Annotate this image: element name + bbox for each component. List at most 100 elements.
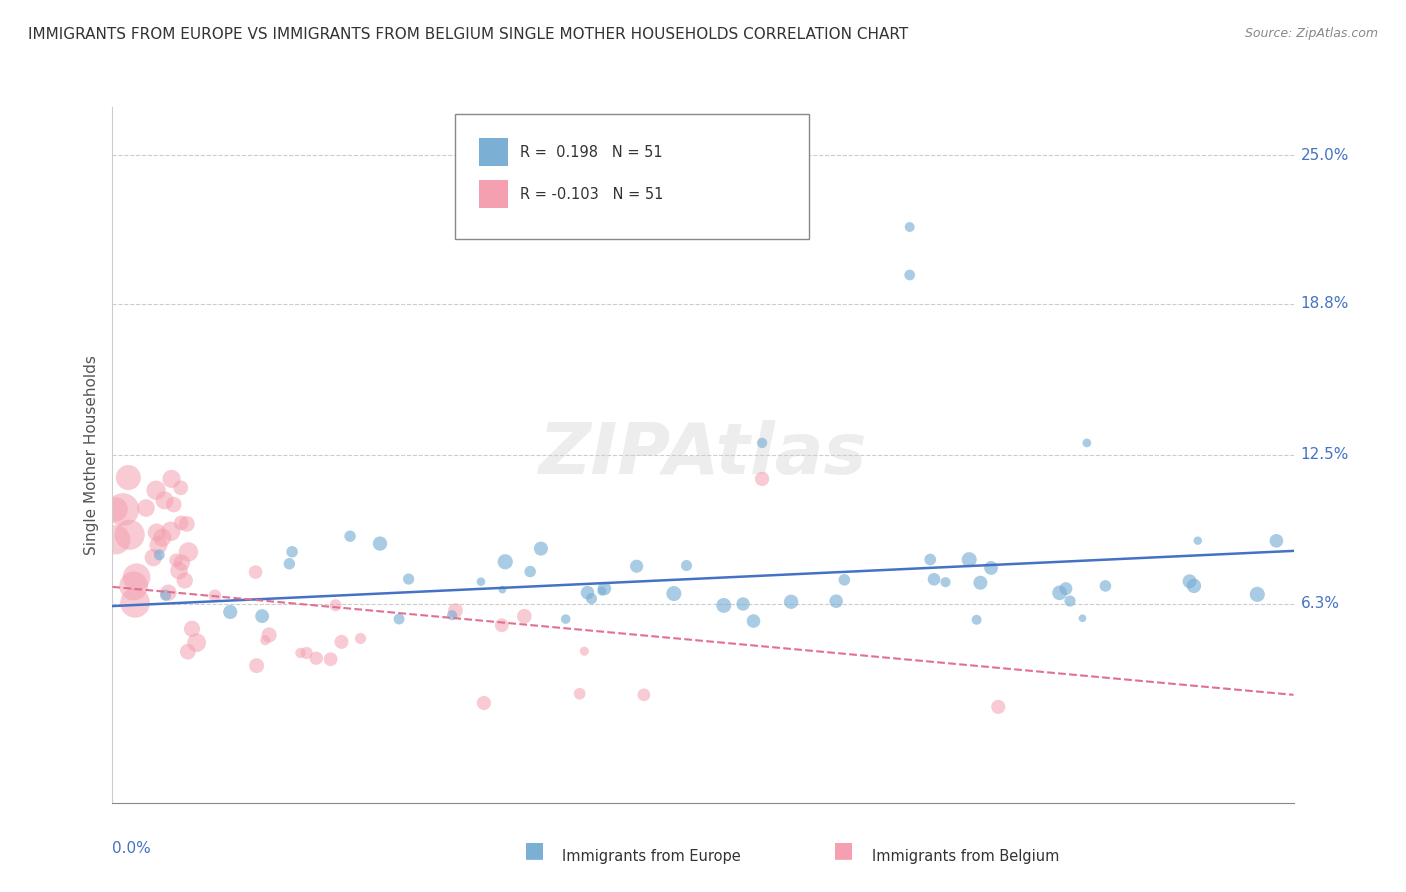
- Text: Source: ZipAtlas.com: Source: ZipAtlas.com: [1244, 27, 1378, 40]
- Point: [339, 529, 361, 543]
- Point: [1071, 611, 1094, 625]
- Text: 6.3%: 6.3%: [1301, 596, 1340, 611]
- Point: [177, 545, 200, 559]
- Text: Immigrants from Europe: Immigrants from Europe: [562, 849, 741, 863]
- Point: [581, 591, 603, 606]
- FancyBboxPatch shape: [456, 114, 810, 239]
- Point: [176, 516, 198, 531]
- Point: [530, 541, 553, 556]
- Point: [186, 636, 208, 650]
- Point: [494, 555, 516, 569]
- Point: [662, 586, 685, 600]
- Point: [155, 588, 177, 602]
- Point: [957, 552, 980, 566]
- Point: [1178, 574, 1201, 589]
- Point: [349, 632, 371, 646]
- Point: [388, 612, 411, 626]
- Point: [305, 651, 328, 665]
- Point: [966, 613, 988, 627]
- Point: [159, 524, 181, 539]
- Point: [163, 498, 186, 512]
- Point: [368, 536, 391, 550]
- Point: [519, 565, 541, 579]
- Point: [111, 502, 134, 516]
- Point: [145, 483, 167, 498]
- Point: [1187, 533, 1209, 548]
- Point: [472, 696, 495, 710]
- Point: [181, 622, 204, 636]
- Point: [170, 556, 193, 570]
- Point: [153, 493, 176, 508]
- Point: [1049, 586, 1071, 600]
- Point: [980, 561, 1002, 575]
- Point: [1094, 579, 1116, 593]
- Point: [246, 658, 269, 673]
- Y-axis label: Single Mother Households: Single Mother Households: [83, 355, 98, 555]
- Text: 12.5%: 12.5%: [1301, 448, 1348, 462]
- Point: [713, 599, 735, 613]
- Point: [148, 538, 170, 552]
- Point: [281, 545, 304, 559]
- Point: [593, 582, 616, 596]
- Point: [1059, 594, 1081, 608]
- Point: [257, 628, 280, 642]
- Point: [1076, 436, 1098, 450]
- Point: [295, 646, 318, 660]
- Point: [898, 219, 921, 234]
- Point: [922, 572, 945, 586]
- Point: [780, 595, 803, 609]
- Point: [626, 559, 648, 574]
- FancyBboxPatch shape: [478, 180, 508, 208]
- Point: [170, 516, 193, 530]
- Point: [319, 652, 342, 666]
- Point: [1265, 533, 1288, 548]
- Point: [751, 472, 773, 486]
- Point: [104, 533, 127, 547]
- Point: [219, 605, 242, 619]
- Point: [122, 579, 145, 593]
- Text: R =  0.198   N = 51: R = 0.198 N = 51: [520, 145, 662, 160]
- Point: [135, 500, 157, 515]
- Point: [591, 584, 613, 599]
- Point: [576, 585, 599, 599]
- Point: [254, 633, 277, 648]
- Point: [1182, 579, 1205, 593]
- Text: ZIPAtlas: ZIPAtlas: [538, 420, 868, 490]
- Point: [124, 596, 146, 610]
- Point: [165, 553, 187, 567]
- Point: [177, 645, 200, 659]
- Point: [167, 564, 190, 578]
- Point: [920, 552, 942, 566]
- Point: [245, 565, 267, 579]
- Point: [491, 582, 513, 597]
- Point: [278, 557, 301, 571]
- Point: [633, 688, 655, 702]
- Point: [441, 608, 464, 623]
- Point: [290, 646, 312, 660]
- Point: [834, 573, 856, 587]
- Point: [250, 609, 273, 624]
- Point: [398, 572, 420, 586]
- Point: [173, 574, 195, 588]
- Point: [470, 574, 492, 589]
- Point: [491, 618, 513, 632]
- Point: [117, 470, 139, 484]
- Text: R = -0.103   N = 51: R = -0.103 N = 51: [520, 186, 664, 202]
- Text: ■: ■: [834, 840, 853, 860]
- Point: [204, 589, 226, 603]
- Point: [568, 687, 591, 701]
- Point: [125, 570, 148, 584]
- Point: [513, 609, 536, 624]
- Text: IMMIGRANTS FROM EUROPE VS IMMIGRANTS FROM BELGIUM SINGLE MOTHER HOUSEHOLDS CORRE: IMMIGRANTS FROM EUROPE VS IMMIGRANTS FRO…: [28, 27, 908, 42]
- Point: [444, 604, 467, 618]
- Point: [170, 481, 193, 495]
- Point: [675, 558, 697, 573]
- Text: 18.8%: 18.8%: [1301, 296, 1348, 311]
- Text: 0.0%: 0.0%: [112, 841, 152, 856]
- Point: [330, 635, 353, 649]
- FancyBboxPatch shape: [478, 138, 508, 166]
- Point: [934, 575, 956, 590]
- Point: [1054, 582, 1077, 596]
- Point: [742, 614, 765, 628]
- Point: [969, 575, 991, 590]
